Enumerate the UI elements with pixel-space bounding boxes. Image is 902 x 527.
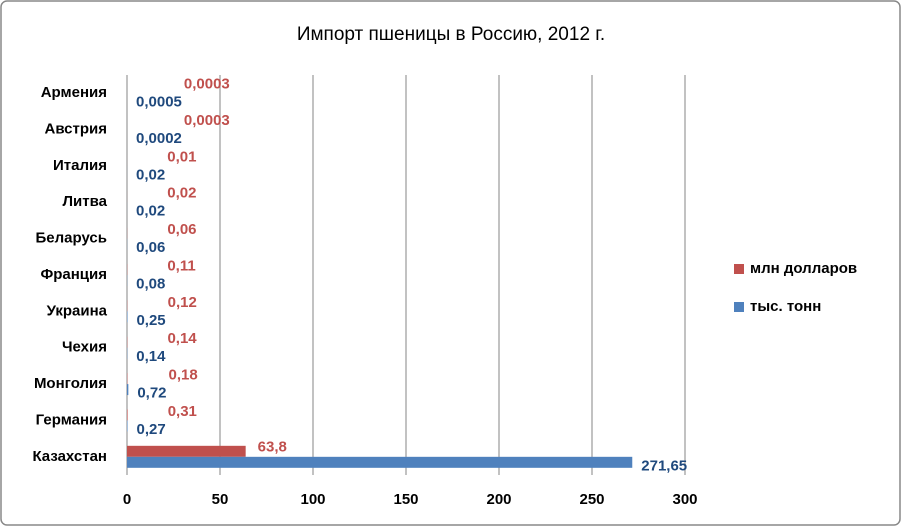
legend-swatch <box>734 264 744 274</box>
y-tick-label: Франция <box>40 266 107 283</box>
value-label: 0,02 <box>136 203 165 220</box>
value-label: 0,31 <box>168 403 197 420</box>
value-label: 0,14 <box>136 348 166 365</box>
value-label: 0,02 <box>167 185 196 202</box>
bar <box>127 409 128 421</box>
y-tick-label: Украина <box>47 302 108 319</box>
bar <box>127 384 129 396</box>
y-tick-label: Армения <box>41 84 107 101</box>
value-label: 0,18 <box>169 367 198 384</box>
value-label: 0,01 <box>167 148 196 165</box>
y-tick-label: Беларусь <box>36 230 108 247</box>
bar <box>127 420 128 432</box>
y-tick-label: Монголия <box>34 375 107 392</box>
x-tick-label: 250 <box>579 491 604 508</box>
x-tick-label: 50 <box>212 491 229 508</box>
legend-label: млн долларов <box>750 260 857 277</box>
value-label: 0,25 <box>136 312 165 329</box>
value-label: 0,0005 <box>136 94 182 111</box>
legend-swatch <box>734 302 744 312</box>
x-tick-label: 0 <box>123 491 131 508</box>
y-tick-label: Чехия <box>62 339 107 356</box>
value-label: 0,72 <box>137 385 166 402</box>
value-label: 0,0003 <box>184 112 230 129</box>
y-tick-label: Германия <box>36 411 107 428</box>
x-tick-label: 100 <box>300 491 325 508</box>
x-tick-label: 200 <box>486 491 511 508</box>
x-tick-label: 150 <box>393 491 418 508</box>
value-label: 0,14 <box>167 330 197 347</box>
value-label: 63,8 <box>258 438 287 455</box>
value-label: 271,65 <box>641 457 687 474</box>
value-label: 0,02 <box>136 166 165 183</box>
y-tick-label: Австрия <box>44 121 107 138</box>
value-label: 0,12 <box>168 294 197 311</box>
value-label: 0,0003 <box>184 76 230 93</box>
chart-title: Импорт пшеницы в Россию, 2012 г. <box>297 24 605 45</box>
value-label: 0,06 <box>167 221 196 238</box>
value-label: 0,0002 <box>136 130 182 147</box>
bar <box>127 456 633 468</box>
y-tick-label: Казахстан <box>32 448 107 465</box>
legend-label: тыс. тонн <box>750 298 821 315</box>
bar <box>127 445 246 457</box>
value-label: 0,06 <box>136 239 165 256</box>
value-label: 0,11 <box>167 257 195 274</box>
y-tick-label: Литва <box>63 193 108 210</box>
x-tick-label: 300 <box>672 491 697 508</box>
y-tick-label: Италия <box>53 157 107 174</box>
value-label: 0,08 <box>136 275 165 292</box>
value-label: 0,27 <box>137 421 166 438</box>
